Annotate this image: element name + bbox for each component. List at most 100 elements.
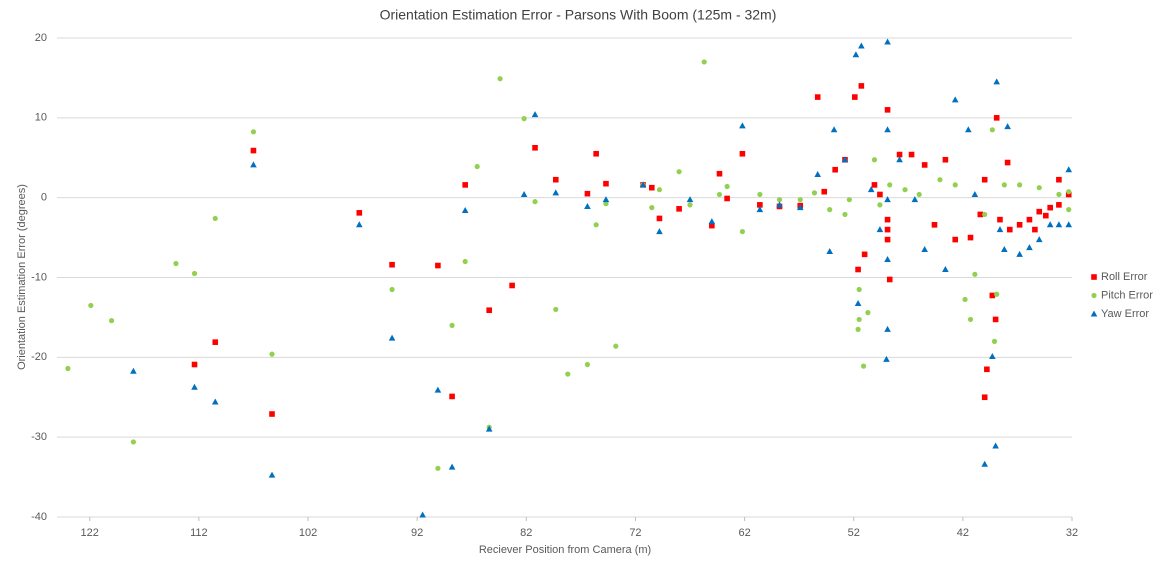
point [1066, 189, 1072, 195]
y-tick-label: -40 [31, 511, 47, 523]
point [977, 211, 984, 218]
point [449, 393, 455, 400]
point [797, 197, 803, 203]
point [942, 156, 949, 163]
point [520, 190, 528, 197]
legend-marker [1090, 310, 1098, 317]
point [832, 166, 838, 173]
point [876, 226, 884, 233]
point [855, 326, 861, 332]
point [1035, 236, 1043, 243]
x-tick-label: 62 [738, 527, 750, 539]
point [811, 190, 818, 196]
point [841, 156, 849, 163]
point [854, 299, 862, 306]
point [639, 181, 647, 188]
point [814, 94, 821, 100]
point [886, 276, 893, 283]
point [884, 196, 891, 203]
point [884, 226, 891, 233]
y-tick-label: 20 [35, 32, 47, 44]
point [656, 215, 663, 222]
point [896, 151, 903, 158]
point [65, 365, 71, 372]
point [1001, 246, 1008, 253]
legend-marker [1091, 292, 1097, 299]
point [462, 182, 468, 188]
y-axis-label: Orientation Estimation Error (degrees) [16, 184, 28, 370]
point [1001, 182, 1007, 188]
point [584, 361, 591, 368]
point [796, 204, 804, 211]
point [250, 161, 257, 168]
point [584, 202, 591, 209]
point [821, 188, 828, 195]
point [521, 116, 527, 122]
point [757, 202, 763, 208]
point [814, 171, 822, 178]
point [865, 310, 871, 316]
point [967, 234, 974, 241]
point [776, 201, 783, 208]
x-tick-label: 82 [520, 527, 532, 539]
point [388, 334, 396, 341]
point [994, 291, 1000, 297]
point [877, 202, 883, 208]
point [739, 150, 746, 157]
point [1016, 222, 1023, 228]
y-tick-label: -20 [31, 351, 47, 363]
point [130, 439, 136, 445]
point [553, 306, 559, 313]
point [877, 191, 883, 198]
point [250, 147, 257, 154]
y-tick-label: -10 [31, 271, 47, 283]
point [993, 78, 1000, 85]
point [856, 316, 862, 323]
point [911, 196, 919, 203]
point [887, 182, 893, 188]
point [952, 236, 959, 243]
point [497, 76, 503, 82]
point [884, 256, 891, 263]
x-tick-label: 32 [1066, 527, 1078, 539]
point [884, 107, 891, 113]
point [984, 366, 990, 373]
point [756, 206, 764, 213]
point [1056, 176, 1062, 183]
point [486, 307, 492, 314]
point [389, 286, 395, 293]
point [687, 202, 693, 208]
point [991, 338, 998, 344]
point [716, 170, 723, 177]
point [896, 156, 903, 163]
point [996, 226, 1004, 233]
point [902, 187, 908, 193]
x-tick-label: 102 [299, 527, 317, 539]
point [212, 215, 218, 222]
point [858, 83, 865, 89]
point [88, 302, 94, 309]
point [593, 222, 599, 228]
point [419, 511, 426, 518]
point [989, 353, 996, 360]
point [191, 361, 198, 368]
point [461, 206, 469, 213]
legend-label: Yaw Error [1101, 308, 1149, 320]
point [565, 371, 571, 377]
point [855, 266, 861, 273]
chart-title: Orientation Estimation Error - Parsons W… [380, 7, 777, 23]
point [883, 355, 890, 362]
point [462, 258, 468, 265]
point [981, 176, 988, 183]
point [593, 150, 599, 157]
point [656, 228, 663, 235]
point [603, 180, 609, 187]
point [676, 169, 682, 175]
point [921, 246, 928, 253]
point [1004, 159, 1011, 166]
point [434, 386, 442, 393]
point [861, 251, 868, 258]
x-tick-label: 72 [629, 527, 641, 539]
point [250, 129, 257, 135]
point [649, 205, 655, 211]
